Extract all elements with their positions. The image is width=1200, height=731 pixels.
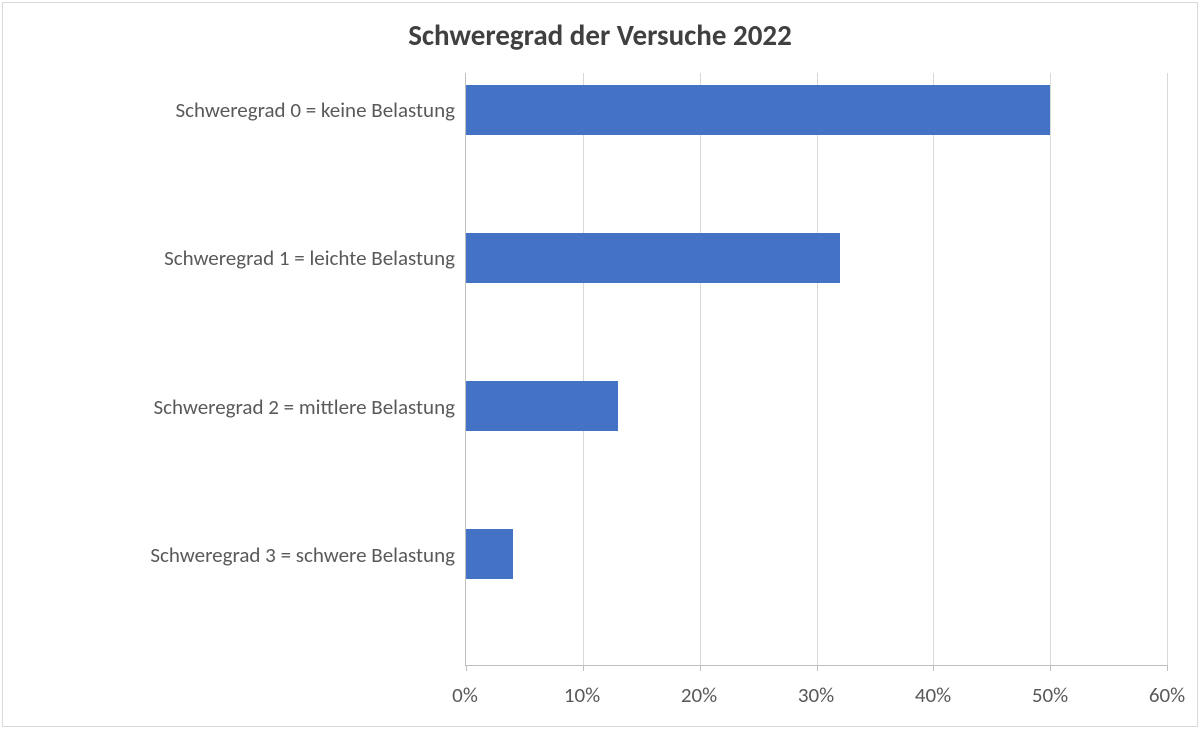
x-axis-tick-label: 30% [798,682,834,708]
gridline [933,73,934,665]
gridline [1050,73,1051,665]
gridline [1167,73,1168,665]
x-axis-tick [933,665,934,671]
y-axis-label: Schweregrad 0 = keine Belastung [176,97,455,123]
plot-wrapper: Schweregrad 0 = keine Belastung Schwereg… [3,73,1197,666]
bar [466,233,840,283]
x-axis-tick-label: 40% [915,682,951,708]
bar [466,381,618,431]
x-axis-tick [700,665,701,671]
x-axis-tick [817,665,818,671]
gridline [583,73,584,665]
bar [466,529,513,579]
bar [466,85,1050,135]
gridline [817,73,818,665]
x-axis-tick-label: 20% [681,682,717,708]
x-axis-tick-label: 50% [1032,682,1068,708]
gridline [700,73,701,665]
x-axis-tick [583,665,584,671]
y-axis-labels: Schweregrad 0 = keine Belastung Schwereg… [3,73,465,666]
x-axis-tick [466,665,467,671]
x-axis-tick-label: 10% [564,682,600,708]
y-axis-label: Schweregrad 3 = schwere Belastung [150,542,455,568]
x-axis-tick-label: 0% [452,682,478,708]
x-axis-tick-label: 60% [1149,682,1185,708]
y-axis-label: Schweregrad 2 = mittlere Belastung [153,394,455,420]
plot-area [465,73,1167,666]
x-axis-tick [1050,665,1051,671]
chart-container: Schweregrad der Versuche 2022 Schweregra… [2,2,1198,727]
y-axis-label: Schweregrad 1 = leichte Belastung [164,245,455,271]
x-axis-tick [1167,665,1168,671]
x-axis: 0% 10% 20% 30% 40% 50% 60% [465,676,1167,706]
chart-title: Schweregrad der Versuche 2022 [3,3,1197,63]
